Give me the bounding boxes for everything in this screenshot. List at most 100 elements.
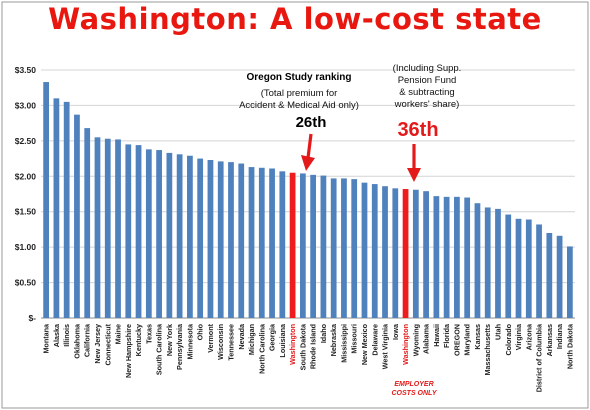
bar bbox=[495, 208, 501, 318]
x-tick-label: Washington bbox=[401, 324, 410, 365]
bar bbox=[341, 178, 347, 318]
bar bbox=[392, 188, 399, 318]
bar bbox=[299, 173, 306, 318]
x-tick-label: Alaska bbox=[52, 323, 61, 347]
y-tick-label: $3.00 bbox=[15, 100, 37, 110]
bar bbox=[187, 155, 193, 318]
x-tick-label: Indiana bbox=[555, 323, 564, 349]
bar bbox=[115, 139, 121, 318]
x-tick-label: Delaware bbox=[370, 324, 379, 356]
x-tick-label: Louisiana bbox=[278, 323, 287, 358]
bar bbox=[228, 162, 234, 318]
x-tick-label: Wisconsin bbox=[216, 324, 225, 360]
x-tick-label: Montana bbox=[42, 323, 51, 354]
x-tick-label: Iowa bbox=[391, 323, 400, 340]
x-tick-label: Texas bbox=[144, 324, 153, 344]
arrow-washington-total bbox=[306, 133, 313, 159]
oregon-study-subtext-1: (Total premium for bbox=[261, 88, 338, 99]
bar bbox=[330, 178, 337, 318]
y-tick-label: $1.50 bbox=[15, 207, 37, 217]
bar bbox=[125, 144, 132, 318]
x-tick-label: Minnesota bbox=[185, 323, 194, 360]
x-tick-label: Missouri bbox=[350, 324, 359, 354]
arrow-washington-total-head bbox=[301, 155, 315, 171]
bar bbox=[238, 163, 245, 318]
employer-costs-label-1: EMPLOYER bbox=[394, 381, 433, 388]
bar bbox=[371, 184, 378, 318]
x-tick-label: District of Columbia bbox=[535, 323, 544, 392]
bar bbox=[484, 207, 491, 318]
bar bbox=[310, 174, 317, 318]
bar bbox=[94, 137, 101, 318]
bar bbox=[145, 149, 152, 318]
x-tick-label: New Jersey bbox=[93, 324, 102, 364]
rank-total-label: 26th bbox=[296, 114, 327, 131]
x-tick-label: Rhode Island bbox=[309, 324, 318, 369]
x-tick-label: North Carolina bbox=[257, 323, 266, 374]
y-tick-label: $0.50 bbox=[15, 278, 37, 288]
bar bbox=[433, 196, 440, 318]
x-tick-label: Mississippi bbox=[339, 324, 348, 363]
bar bbox=[546, 232, 553, 318]
bar bbox=[505, 214, 512, 318]
bar bbox=[423, 191, 429, 318]
bar-highlight bbox=[289, 172, 296, 318]
bar bbox=[135, 145, 142, 318]
bar bbox=[74, 114, 80, 318]
x-tick-label: Hawaii bbox=[432, 324, 441, 347]
x-tick-label: Connecticut bbox=[103, 323, 112, 365]
x-tick-label: Maine bbox=[114, 324, 123, 344]
bar bbox=[412, 189, 419, 318]
x-tick-label: Idaho bbox=[319, 323, 328, 343]
bar bbox=[454, 196, 460, 318]
x-tick-label: Arizona bbox=[524, 323, 533, 350]
bar bbox=[197, 158, 204, 318]
x-tick-label: New York bbox=[165, 324, 174, 356]
x-tick-label: Utah bbox=[493, 324, 502, 340]
x-tick-label: Michigan bbox=[247, 324, 256, 355]
x-tick-label: Wyoming bbox=[411, 324, 420, 356]
x-tick-label: Georgia bbox=[268, 323, 277, 351]
oregon-study-subtext-2: Accident & Medical Aid only) bbox=[239, 100, 359, 111]
x-tick-label: Arkansas bbox=[545, 324, 554, 356]
bar bbox=[556, 235, 563, 318]
bar bbox=[63, 101, 70, 318]
bar bbox=[258, 167, 265, 318]
bar bbox=[464, 197, 471, 318]
x-tick-label: Illinois bbox=[62, 324, 71, 347]
bar bbox=[53, 98, 60, 318]
x-tick-label: Washington bbox=[288, 324, 297, 365]
employer-costs-label-2: COSTS ONLY bbox=[392, 390, 438, 397]
x-tick-label: Kentucky bbox=[134, 324, 143, 356]
x-tick-label: South Carolina bbox=[155, 323, 164, 375]
y-tick-label: $- bbox=[28, 313, 36, 323]
bar bbox=[269, 168, 275, 318]
x-tick-label: Nevada bbox=[237, 323, 246, 350]
y-tick-label: $3.50 bbox=[15, 65, 37, 75]
x-tick-label: Maryland bbox=[463, 324, 472, 356]
x-tick-label: New Mexico bbox=[360, 323, 369, 365]
x-tick-label: Kansas bbox=[473, 324, 482, 350]
bar bbox=[361, 182, 368, 318]
bar bbox=[207, 159, 214, 318]
supp-note-1: (Including Supp. bbox=[393, 63, 462, 74]
bar bbox=[217, 161, 224, 318]
bar bbox=[248, 167, 255, 318]
bar bbox=[443, 196, 450, 318]
x-tick-label: Alabama bbox=[422, 323, 431, 354]
y-tick-label: $1.00 bbox=[15, 242, 37, 252]
x-tick-label: Nebraska bbox=[329, 323, 338, 356]
bar bbox=[566, 246, 573, 318]
page-title: Washington: A low-cost state bbox=[48, 2, 542, 36]
x-tick-label: New Hampshire bbox=[124, 324, 133, 378]
bar bbox=[43, 82, 50, 318]
bar bbox=[176, 154, 183, 318]
bar bbox=[320, 175, 327, 318]
bar bbox=[84, 128, 91, 318]
x-tick-label: Colorado bbox=[504, 323, 513, 355]
bar bbox=[515, 218, 522, 318]
supp-note-4: workers' share) bbox=[394, 99, 460, 110]
bar bbox=[525, 219, 532, 318]
